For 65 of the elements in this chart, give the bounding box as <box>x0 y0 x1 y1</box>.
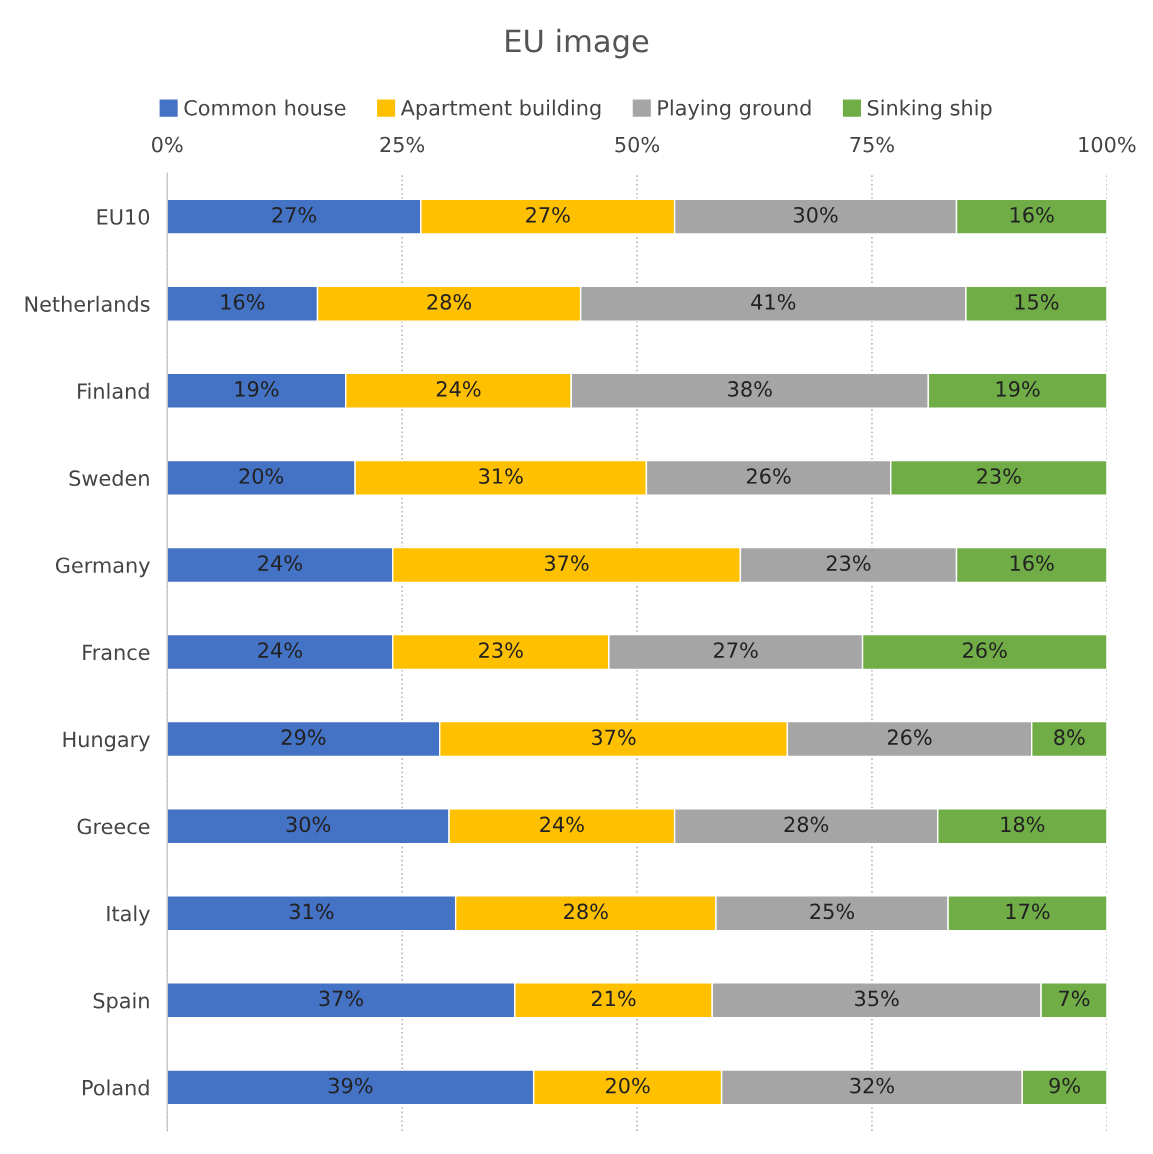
data-label: 26% <box>963 642 1007 659</box>
y-tick-label: Spain <box>93 992 149 1013</box>
y-tick-label: Sweden <box>69 469 149 487</box>
data-label: 27% <box>272 206 317 223</box>
data-label: 38% <box>728 381 772 397</box>
data-label: 31% <box>289 903 334 920</box>
legend-label: Common house <box>184 99 346 116</box>
data-label: 37% <box>319 990 364 1007</box>
data-label: 28% <box>784 816 829 833</box>
data-label: 30% <box>794 206 838 223</box>
chart-title: EU image <box>506 28 649 59</box>
data-label: 7% <box>1059 990 1090 1007</box>
data-label: 28% <box>427 294 472 310</box>
data-label: 26% <box>746 468 791 484</box>
data-label: 37% <box>544 555 589 571</box>
data-label: 16% <box>1010 206 1054 223</box>
y-tick-label: Hungary <box>63 731 150 752</box>
data-label: 20% <box>606 1077 650 1094</box>
data-label: 19% <box>235 381 279 397</box>
data-label: 23% <box>826 555 871 571</box>
data-label: 17% <box>1006 903 1050 920</box>
data-label: 27% <box>526 206 570 223</box>
data-label: 39% <box>328 1077 373 1094</box>
data-label: 24% <box>540 816 584 833</box>
y-tick-label: Finland <box>78 382 149 399</box>
data-label: 16% <box>1010 555 1054 571</box>
data-label: 41% <box>751 294 796 310</box>
data-label: 18% <box>1001 816 1045 833</box>
y-tick-label: Poland <box>83 1079 149 1096</box>
data-label: 25% <box>810 903 855 920</box>
y-tick-label: EU10 <box>97 209 150 225</box>
data-label: 30% <box>286 816 331 833</box>
y-tick-label: Germany <box>55 557 150 578</box>
y-tick-label: Greece <box>77 818 150 835</box>
data-label: 23% <box>977 468 1021 484</box>
data-label: 21% <box>591 990 636 1007</box>
data-label: 19% <box>996 381 1040 397</box>
data-label: 27% <box>714 642 758 659</box>
data-label: 23% <box>479 642 523 659</box>
x-tick-label: 0% <box>152 136 183 153</box>
data-label: 24% <box>436 381 481 397</box>
data-label: 16% <box>221 294 265 310</box>
legend-label: Playing ground <box>658 99 811 120</box>
data-label: 8% <box>1054 729 1085 746</box>
data-label: 9% <box>1049 1077 1080 1094</box>
y-tick-label: Italy <box>107 905 150 926</box>
y-tick-label: France <box>83 644 150 661</box>
data-label: 32% <box>850 1077 894 1094</box>
x-tick-label: 75% <box>850 136 894 153</box>
data-label: 31% <box>479 468 523 484</box>
data-label: 24% <box>258 555 302 571</box>
y-tick-label: Netherlands <box>25 295 150 312</box>
data-label: 20% <box>239 468 284 484</box>
data-label: 26% <box>887 729 932 746</box>
legend-label: Apartment building <box>400 99 601 120</box>
legend-label: Sinking ship <box>867 99 992 120</box>
x-tick-label: 100% <box>1079 136 1136 153</box>
data-label: 35% <box>855 990 899 1007</box>
x-tick-label: 50% <box>615 136 660 153</box>
data-label: 29% <box>281 729 326 746</box>
data-label: 37% <box>591 729 636 746</box>
x-tick-label: 25% <box>380 136 425 153</box>
data-label: 24% <box>258 642 302 659</box>
data-label: 28% <box>564 903 608 920</box>
data-label: 15% <box>1015 294 1059 310</box>
